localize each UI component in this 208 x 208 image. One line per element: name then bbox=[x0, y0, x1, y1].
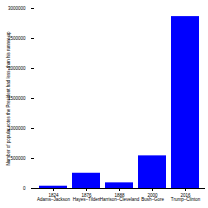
svg-text:3000000: 3000000 bbox=[8, 6, 26, 11]
svg-text:500000: 500000 bbox=[10, 156, 26, 161]
svg-text:2500000: 2500000 bbox=[8, 35, 26, 41]
svg-text:1876Hayes–Tilden: 1876Hayes–Tilden bbox=[73, 193, 101, 203]
svg-text:1000000: 1000000 bbox=[8, 125, 26, 131]
svg-text:2000Bush–Gore: 2000Bush–Gore bbox=[141, 193, 164, 203]
svg-text:0: 0 bbox=[23, 186, 26, 191]
svg-text:2016Trump–Clinton: 2016Trump–Clinton bbox=[171, 193, 201, 203]
svg-text:2000000: 2000000 bbox=[8, 65, 26, 71]
svg-text:1500000: 1500000 bbox=[8, 95, 26, 101]
svg-text:1824Adams–Jackson: 1824Adams–Jackson bbox=[37, 193, 71, 203]
svg-text:Number of popular votes the Pr: Number of popular votes the President ha… bbox=[6, 31, 11, 166]
svg-text:1888Harrison–Cleveland: 1888Harrison–Cleveland bbox=[100, 193, 140, 203]
